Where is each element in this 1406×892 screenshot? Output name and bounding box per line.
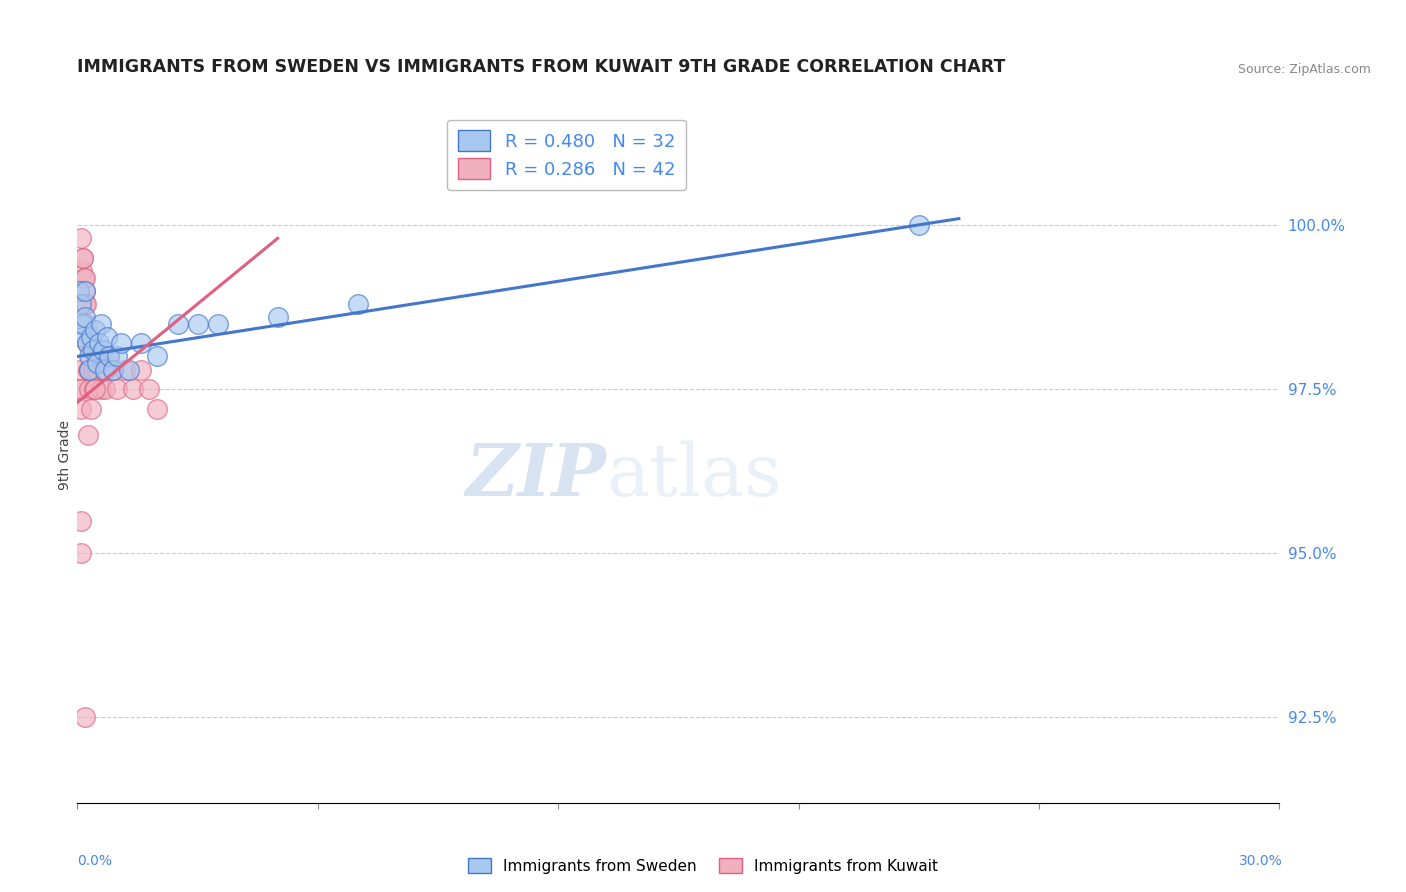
Point [82, 343, 104, 357]
Point [72, 317, 94, 331]
Point [77, 382, 100, 396]
Point [70, 382, 93, 396]
Point [146, 350, 169, 364]
Point [107, 382, 129, 396]
Point [77, 350, 100, 364]
Point [73, 270, 96, 285]
Point [69, 401, 91, 416]
Point [267, 310, 290, 324]
Legend: Immigrants from Sweden, Immigrants from Kuwait: Immigrants from Sweden, Immigrants from … [461, 852, 945, 880]
Point [146, 401, 169, 416]
Point [94, 382, 117, 396]
Point [93, 362, 115, 376]
Point [118, 362, 141, 376]
Point [82, 362, 104, 376]
Point [73, 284, 96, 298]
Point [70, 297, 93, 311]
Point [75, 310, 97, 324]
Point [89, 350, 111, 364]
Point [347, 297, 370, 311]
Point [110, 336, 132, 351]
Point [79, 362, 101, 376]
Point [138, 382, 160, 396]
Point [73, 284, 96, 298]
Point [84, 350, 107, 364]
Text: ZIP: ZIP [465, 441, 606, 511]
Point [75, 317, 97, 331]
Point [80, 330, 103, 344]
Text: 0.0%: 0.0% [77, 855, 112, 868]
Point [72, 251, 94, 265]
Point [908, 218, 931, 232]
Point [93, 343, 115, 357]
Legend: R = 0.480   N = 32, R = 0.286   N = 42: R = 0.480 N = 32, R = 0.286 N = 42 [447, 120, 686, 190]
Point [131, 362, 153, 376]
Point [80, 401, 103, 416]
Point [75, 297, 97, 311]
Point [80, 336, 103, 351]
Point [76, 362, 98, 376]
Point [98, 350, 121, 364]
Point [107, 350, 129, 364]
Text: 30.0%: 30.0% [1239, 855, 1282, 868]
Point [67, 284, 90, 298]
Point [122, 382, 145, 396]
Text: IMMIGRANTS FROM SWEDEN VS IMMIGRANTS FROM KUWAIT 9TH GRADE CORRELATION CHART: IMMIGRANTS FROM SWEDEN VS IMMIGRANTS FRO… [77, 58, 1005, 76]
Point [75, 297, 97, 311]
Point [75, 710, 97, 724]
Point [69, 317, 91, 331]
Point [73, 270, 96, 285]
Point [83, 382, 105, 396]
Point [70, 264, 93, 278]
Text: atlas: atlas [606, 441, 782, 511]
Point [76, 428, 98, 442]
Point [207, 317, 229, 331]
Point [103, 362, 125, 376]
Point [86, 362, 108, 376]
Point [90, 317, 112, 331]
Point [70, 330, 93, 344]
Point [89, 336, 111, 351]
Point [79, 362, 101, 376]
Point [84, 382, 107, 396]
Point [114, 362, 136, 376]
Point [67, 382, 90, 396]
Y-axis label: 9th Grade: 9th Grade [58, 420, 72, 490]
Point [69, 362, 91, 376]
Point [79, 350, 101, 364]
Point [76, 336, 98, 351]
Point [96, 330, 118, 344]
Point [70, 514, 93, 528]
Point [166, 317, 188, 331]
Text: Source: ZipAtlas.com: Source: ZipAtlas.com [1237, 62, 1371, 76]
Point [72, 251, 94, 265]
Point [94, 362, 117, 376]
Point [86, 356, 108, 370]
Point [84, 323, 107, 337]
Point [70, 231, 93, 245]
Point [69, 546, 91, 560]
Point [98, 350, 121, 364]
Point [187, 317, 209, 331]
Point [131, 336, 153, 351]
Point [90, 382, 112, 396]
Point [103, 362, 125, 376]
Point [76, 336, 98, 351]
